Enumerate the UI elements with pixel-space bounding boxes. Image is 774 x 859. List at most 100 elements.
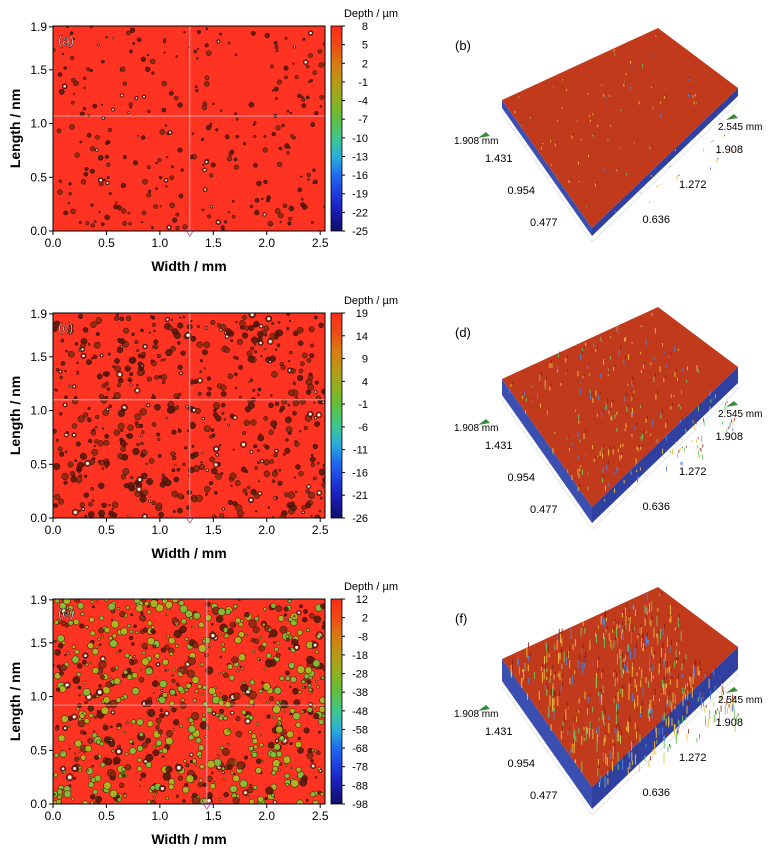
depth-pit [170, 318, 174, 321]
depth-pit-highlight [166, 417, 168, 419]
grid-line [591, 674, 739, 816]
colorbar [330, 312, 343, 519]
depth-pit-highlight [135, 389, 139, 392]
depth-pit-highlight [314, 391, 317, 393]
depth-pit [53, 463, 61, 471]
depth-pit [203, 341, 211, 349]
depth-pit-highlight [190, 753, 193, 756]
depth-pit [314, 749, 318, 753]
depth-pit [297, 747, 304, 754]
depth-pit [178, 700, 181, 703]
depth-pit [111, 507, 114, 511]
depth-pit [193, 49, 197, 54]
depth-pit [295, 619, 298, 622]
depth-pit [171, 674, 174, 677]
depth-pit [296, 374, 304, 381]
depth-pit [165, 796, 169, 801]
depth-pit [306, 752, 314, 759]
depth-pit [314, 380, 319, 385]
depth-pit [102, 371, 108, 377]
depth-pit [229, 472, 237, 480]
depth-pit [117, 453, 124, 459]
depth-pit [206, 391, 212, 397]
depth-pit-highlight [319, 769, 322, 772]
depth-pit [209, 173, 214, 178]
depth-pit [101, 635, 104, 638]
depth-pit [82, 327, 89, 333]
depth-pit [318, 509, 322, 513]
depth-pit [300, 197, 304, 201]
depth-pit [293, 615, 296, 618]
depth-pit [218, 672, 222, 675]
depth-pit [113, 204, 119, 210]
depth-pit [263, 607, 267, 612]
depth-pit [78, 693, 81, 697]
depth-pit [130, 476, 134, 480]
depth-pit [114, 358, 120, 364]
depth-pit [159, 129, 166, 135]
depth-pit [264, 796, 268, 801]
depth-pit [217, 607, 226, 616]
depth-pit-highlight [86, 461, 90, 465]
depth-pit [88, 713, 94, 718]
depth-pit [229, 784, 238, 793]
depth-pit [54, 752, 59, 758]
depth-pit [118, 649, 122, 653]
depth-pit [76, 703, 82, 709]
depth-pit [219, 32, 223, 36]
depth-pit [310, 791, 316, 798]
depth-map-svg: 0.0 0.5 1.0 1.5 2.0 2.5 0.0 0.5 1.0 1.5 1.9 Width /… [7, 295, 398, 561]
depth-pit [274, 401, 280, 407]
depth-pit [119, 338, 126, 345]
depth-pit [136, 37, 142, 43]
surface-length-tick: 0.477 [530, 790, 558, 802]
depth-pit [211, 467, 218, 475]
depth-pit [171, 617, 179, 624]
depth-pit [276, 329, 284, 337]
depth-pit [212, 102, 215, 106]
depth-map-panel: 0.0 0.5 1.0 1.5 2.0 2.5 0.0 0.5 1.0 1.5 1.9 Width /… [0, 287, 440, 573]
surface-axis-label: 2.545 mm [718, 695, 762, 706]
depth-pit-highlight [106, 408, 109, 411]
depth-pit [306, 706, 313, 713]
depth-pit [88, 776, 92, 780]
depth-pit [115, 697, 122, 703]
depth-pit [310, 122, 316, 127]
depth-pit-highlight [275, 449, 278, 452]
depth-pit [279, 514, 287, 518]
depth-pit [301, 352, 308, 359]
depth-pit [202, 684, 208, 690]
depth-pit [278, 723, 281, 727]
depth-pit [317, 766, 321, 771]
depth-pit [256, 393, 260, 397]
depth-pit [290, 368, 296, 374]
depth-pit [186, 669, 195, 678]
depth-pit [154, 403, 161, 411]
depth-pit [77, 602, 85, 610]
depth-pit [58, 179, 63, 183]
depth-pit [90, 430, 96, 436]
depth-pit [264, 444, 270, 450]
depth-pit [152, 644, 157, 649]
depth-pit [79, 502, 86, 508]
depth-pit [55, 438, 60, 442]
depth-pit [100, 706, 109, 715]
depth-pit [202, 798, 208, 804]
depth-pit [233, 164, 239, 170]
depth-pit [278, 468, 282, 472]
depth-pit [216, 323, 222, 328]
depth-pit [297, 340, 304, 346]
depth-pit [310, 462, 316, 467]
depth-pit [185, 610, 193, 618]
depth-pit [260, 354, 263, 358]
depth-pit [123, 793, 127, 798]
depth-pit [107, 602, 116, 611]
depth-pit [259, 433, 262, 436]
depth-pit-highlight [212, 712, 215, 715]
depth-pit [199, 359, 204, 363]
depth-pit [131, 687, 140, 695]
depth-pit [103, 696, 111, 704]
depth-pit [221, 228, 226, 231]
depth-pit [312, 168, 316, 172]
depth-pit-highlight [295, 645, 299, 649]
